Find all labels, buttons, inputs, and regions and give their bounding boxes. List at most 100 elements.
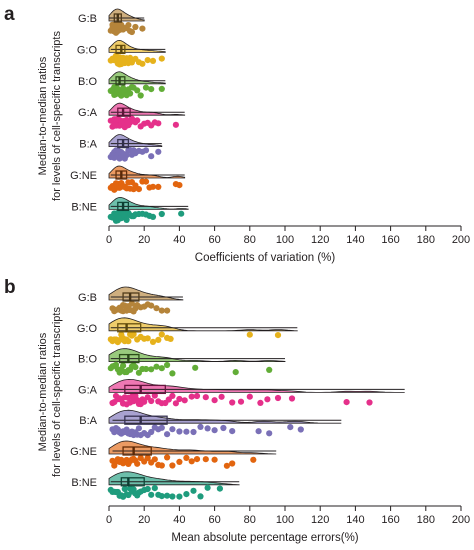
data-point [164, 307, 171, 314]
data-point [164, 454, 171, 461]
data-point [202, 456, 209, 463]
data-point [169, 370, 176, 377]
data-point [183, 491, 190, 498]
data-point [148, 366, 155, 373]
data-point [193, 456, 201, 463]
data-point [274, 394, 282, 402]
data-point [125, 22, 132, 29]
box-iqr [120, 477, 145, 487]
y-axis-title-line: Median-to-median ratios [37, 56, 49, 175]
category-label: B:A [79, 139, 97, 151]
data-point [176, 182, 183, 189]
data-point [169, 493, 176, 500]
data-point [142, 84, 150, 91]
x-tick-label: 180 [417, 514, 435, 526]
data-point [164, 492, 171, 499]
data-point [149, 213, 157, 220]
box-iqr [124, 415, 168, 425]
category-label: G:O [77, 323, 98, 335]
data-point [158, 331, 165, 338]
data-point [139, 60, 146, 67]
x-axis-title: Coefficients of variation (%) [195, 252, 336, 264]
data-point [266, 430, 273, 437]
data-point [193, 392, 201, 400]
data-point [141, 398, 148, 405]
data-point [176, 428, 183, 435]
x-tick-label: 40 [173, 234, 185, 246]
category-label: B:O [78, 76, 97, 88]
data-point [148, 428, 155, 436]
data-point [155, 183, 162, 190]
y-axis-title-line: Median-to-median ratios [37, 332, 49, 451]
x-tick-label: 80 [244, 514, 256, 526]
x-tick-label: 0 [106, 234, 112, 246]
series-b-ne: B:NE [71, 471, 240, 500]
data-point [169, 426, 176, 433]
category-label: G:A [78, 107, 98, 119]
data-point [144, 454, 151, 462]
data-point [183, 428, 190, 435]
data-point [223, 462, 230, 469]
data-point [149, 183, 157, 190]
series-g-o: G:O [77, 39, 166, 68]
x-tick-label: 200 [452, 234, 470, 246]
data-point [148, 302, 155, 309]
x-tick-label: 100 [276, 514, 294, 526]
data-point [176, 458, 183, 465]
data-point [211, 427, 218, 434]
category-label: B:O [78, 354, 97, 366]
data-point [149, 57, 157, 64]
data-point [218, 393, 225, 400]
data-point [169, 392, 176, 399]
data-point [132, 364, 139, 371]
y-axis-title: Median-to-median ratios for levels of cel… [37, 31, 63, 201]
x-tick-label: 100 [276, 234, 294, 246]
series-b-a: B:A [79, 409, 342, 439]
density-cloud [108, 71, 166, 85]
data-point [202, 394, 209, 401]
data-point [134, 460, 141, 467]
series-b-o: B:O [78, 348, 286, 377]
data-point [366, 399, 373, 406]
data-point [167, 335, 174, 342]
data-point [266, 366, 273, 373]
data-point [144, 485, 151, 493]
series-g-o: G:O [77, 317, 298, 346]
category-label: B:NE [71, 201, 97, 213]
data-point [158, 85, 165, 92]
x-tick-label: 160 [381, 514, 399, 526]
data-point [169, 462, 176, 469]
data-point [132, 23, 139, 31]
data-point [123, 152, 130, 159]
data-point [137, 92, 144, 99]
data-point [176, 395, 183, 403]
category-label: G:B [78, 292, 97, 304]
category-label: G:O [77, 44, 98, 56]
data-point [130, 331, 137, 338]
data-point [188, 458, 195, 465]
category-label: B:NE [71, 477, 97, 489]
data-point [229, 460, 236, 467]
x-tick-label: 60 [208, 234, 220, 246]
data-point [188, 393, 195, 400]
data-point [176, 493, 183, 500]
data-point [164, 361, 171, 369]
data-point [153, 305, 160, 312]
data-point [246, 393, 253, 400]
data-point [232, 369, 239, 376]
series-b-ne: B:NE [71, 197, 189, 224]
data-point [197, 423, 204, 430]
x-axis-title: Mean absolute percentage errors(%) [171, 532, 358, 544]
x-tick-label: 0 [106, 514, 112, 526]
data-point [139, 25, 146, 32]
data-point [135, 425, 142, 432]
x-tick-label: 160 [381, 234, 399, 246]
data-point [155, 148, 162, 155]
data-point [148, 86, 155, 93]
data-point [158, 210, 165, 218]
x-tick-label: 80 [244, 234, 256, 246]
data-point [237, 398, 245, 405]
data-point [144, 57, 151, 64]
data-point [264, 396, 271, 403]
panel-b-chart: b Median-to-median ratios for levels of c… [4, 277, 470, 544]
